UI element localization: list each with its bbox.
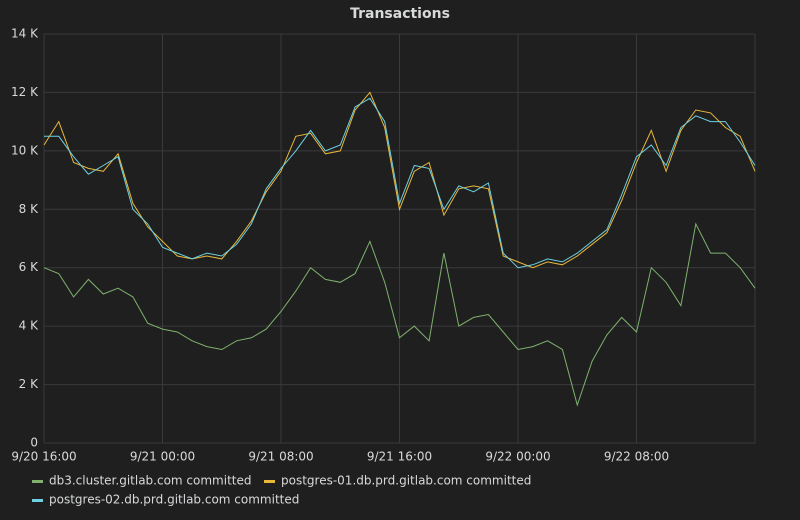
- legend-label: db3.cluster.gitlab.com committed: [49, 474, 252, 488]
- legend-swatch: [32, 499, 43, 502]
- series-line: [43, 91, 756, 269]
- series-line: [43, 222, 756, 407]
- y-tick-label: 14 K: [11, 27, 39, 41]
- x-tick-label: 9/21 00:00: [130, 450, 195, 464]
- legend-label: postgres-01.db.prd.gitlab.com committed: [281, 474, 531, 488]
- y-tick-label: 12 K: [11, 85, 39, 99]
- y-tick-label: 0: [30, 436, 38, 450]
- legend-label: postgres-02.db.prd.gitlab.com committed: [49, 493, 299, 507]
- x-tick-label: 9/22 00:00: [485, 450, 550, 464]
- legend-swatch: [32, 480, 43, 483]
- x-tick-label: 9/22 08:00: [604, 450, 669, 464]
- y-tick-label: 6 K: [19, 260, 39, 274]
- y-tick-label: 4 K: [19, 319, 39, 333]
- y-tick-label: 2 K: [19, 377, 39, 391]
- x-tick-label: 9/21 16:00: [367, 450, 432, 464]
- chart-title: Transactions: [350, 6, 450, 22]
- x-tick-label: 9/20 16:00: [11, 450, 76, 464]
- y-tick-label: 8 K: [19, 202, 39, 216]
- y-tick-label: 10 K: [11, 143, 39, 157]
- x-tick-label: 9/21 08:00: [248, 450, 313, 464]
- series-line: [44, 97, 756, 269]
- legend-swatch: [264, 480, 275, 483]
